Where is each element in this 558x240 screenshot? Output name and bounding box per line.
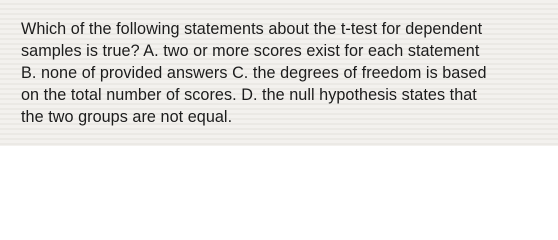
question-text: Which of the following statements about …	[21, 18, 558, 128]
question-card: Which of the following statements about …	[0, 0, 558, 146]
question-line: the two groups are not equal.	[21, 108, 233, 126]
question-line: samples is true? A. two or more scores e…	[21, 42, 480, 60]
question-line: B. none of provided answers C. the degre…	[21, 64, 487, 82]
question-line: on the total number of scores. D. the nu…	[21, 86, 477, 104]
question-line: Which of the following statements about …	[21, 20, 483, 38]
